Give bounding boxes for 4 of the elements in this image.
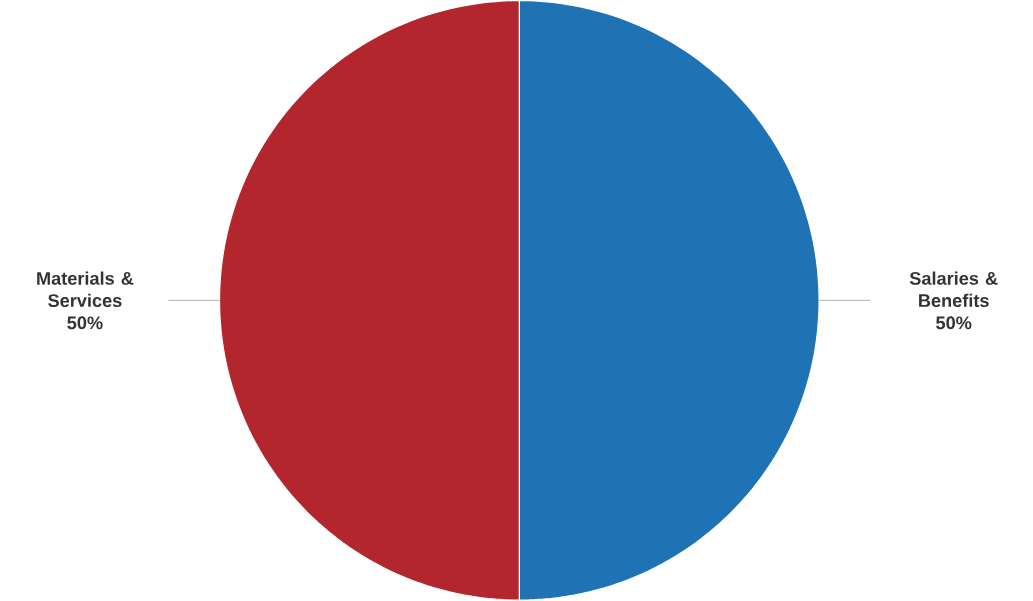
slice-label: Materials & Services	[37, 271, 134, 308]
slice-label: Salaries & Benefits	[909, 271, 998, 308]
data-label: 50%	[936, 316, 972, 330]
data-label: 50%	[67, 316, 103, 330]
